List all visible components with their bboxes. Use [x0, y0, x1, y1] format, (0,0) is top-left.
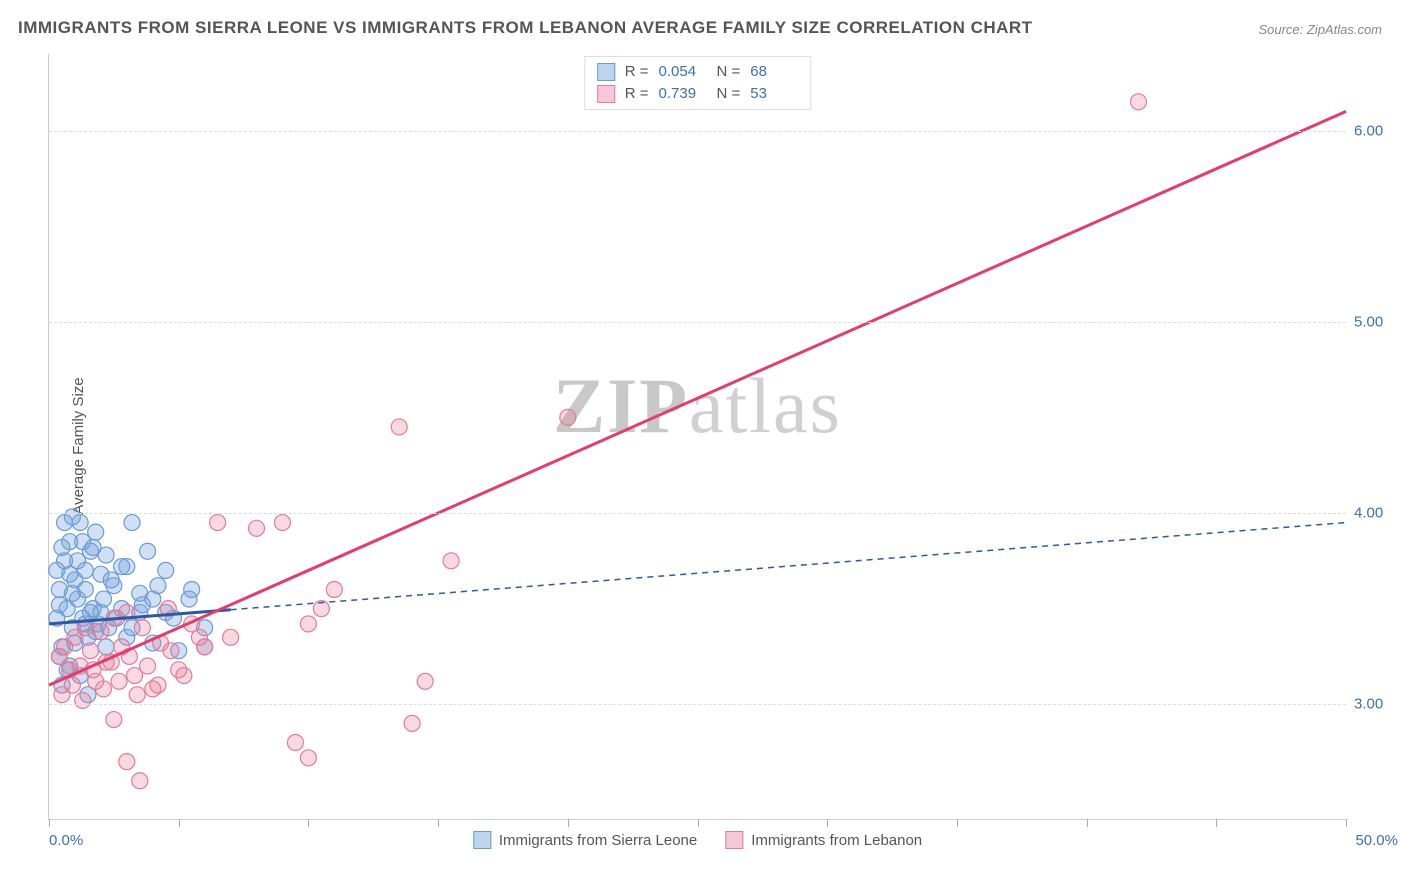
x-tick [957, 819, 958, 827]
legend-correlation-row: R = 0.739 N = 53 [597, 83, 799, 105]
gridline [49, 704, 1346, 705]
data-point [417, 673, 433, 689]
data-point [95, 681, 111, 697]
y-tick-label: 5.00 [1354, 313, 1398, 330]
data-point [274, 515, 290, 531]
data-point [134, 620, 150, 636]
x-tick [308, 819, 309, 827]
legend-correlation: R = 0.054 N = 68 R = 0.739 N = 53 [584, 56, 812, 110]
x-tick [698, 819, 699, 827]
x-tick [49, 819, 50, 827]
legend-series-item: Immigrants from Sierra Leone [473, 831, 697, 849]
data-point [75, 692, 91, 708]
data-point [85, 539, 101, 555]
data-point [223, 629, 239, 645]
legend-series: Immigrants from Sierra Leone Immigrants f… [473, 831, 922, 849]
data-point [404, 715, 420, 731]
x-tick [827, 819, 828, 827]
data-point [210, 515, 226, 531]
stat-n-label: N = [717, 61, 741, 83]
gridline [49, 513, 1346, 514]
data-point [114, 559, 130, 575]
data-point [140, 658, 156, 674]
data-point [163, 643, 179, 659]
data-point [249, 520, 265, 536]
x-axis-label-max: 50.0% [1355, 832, 1398, 849]
data-point [150, 677, 166, 693]
data-point [129, 687, 145, 703]
data-point [106, 712, 122, 728]
legend-swatch [597, 63, 615, 81]
gridline [49, 131, 1346, 132]
data-point [119, 754, 135, 770]
gridline [49, 322, 1346, 323]
data-point [132, 773, 148, 789]
x-tick [568, 819, 569, 827]
data-point [443, 553, 459, 569]
data-point [1130, 94, 1146, 110]
data-point [391, 419, 407, 435]
stat-n-value: 53 [750, 83, 798, 105]
data-point [158, 562, 174, 578]
trend-line-dashed [231, 523, 1346, 610]
y-tick-label: 4.00 [1354, 505, 1398, 522]
stat-n-value: 68 [750, 61, 798, 83]
chart-title: IMMIGRANTS FROM SIERRA LEONE VS IMMIGRAN… [18, 18, 1033, 38]
data-point [150, 578, 166, 594]
stat-r-label: R = [625, 61, 649, 83]
data-point [287, 735, 303, 751]
data-point [93, 624, 109, 640]
data-point [64, 585, 80, 601]
data-point [70, 553, 86, 569]
stat-r-label: R = [625, 83, 649, 105]
data-point [51, 597, 67, 613]
data-point [111, 673, 127, 689]
x-tick [1216, 819, 1217, 827]
x-tick [179, 819, 180, 827]
chart-area: ZIPatlas R =0.054N =68R =0.739N =53 0.0%… [48, 54, 1346, 820]
data-point [300, 616, 316, 632]
legend-series-item: Immigrants from Lebanon [725, 831, 922, 849]
trend-line [49, 111, 1346, 685]
legend-swatch [597, 85, 615, 103]
stat-n-label: N = [717, 83, 741, 105]
legend-correlation-row: R = 0.054 N = 68 [597, 61, 799, 83]
data-point [326, 582, 342, 598]
data-point [64, 509, 80, 525]
data-point [98, 639, 114, 655]
data-point [300, 750, 316, 766]
x-tick [438, 819, 439, 827]
y-tick-label: 6.00 [1354, 122, 1398, 139]
data-point [124, 515, 140, 531]
legend-swatch [725, 831, 743, 849]
data-point [83, 604, 99, 620]
data-point [181, 591, 197, 607]
x-tick [1346, 819, 1347, 827]
y-tick-label: 3.00 [1354, 696, 1398, 713]
stat-r-value: 0.054 [659, 61, 707, 83]
data-point [191, 629, 207, 645]
data-point [140, 543, 156, 559]
data-point [176, 668, 192, 684]
source-label: Source: ZipAtlas.com [1258, 22, 1382, 37]
legend-series-label: Immigrants from Sierra Leone [499, 832, 697, 849]
data-point [83, 643, 99, 659]
data-point [560, 409, 576, 425]
stat-r-value: 0.739 [659, 83, 707, 105]
legend-swatch [473, 831, 491, 849]
data-point [134, 597, 150, 613]
data-point [54, 539, 70, 555]
x-axis-label-min: 0.0% [49, 832, 83, 849]
data-point [64, 677, 80, 693]
legend-series-label: Immigrants from Lebanon [751, 832, 922, 849]
x-tick [1087, 819, 1088, 827]
data-point [103, 572, 119, 588]
